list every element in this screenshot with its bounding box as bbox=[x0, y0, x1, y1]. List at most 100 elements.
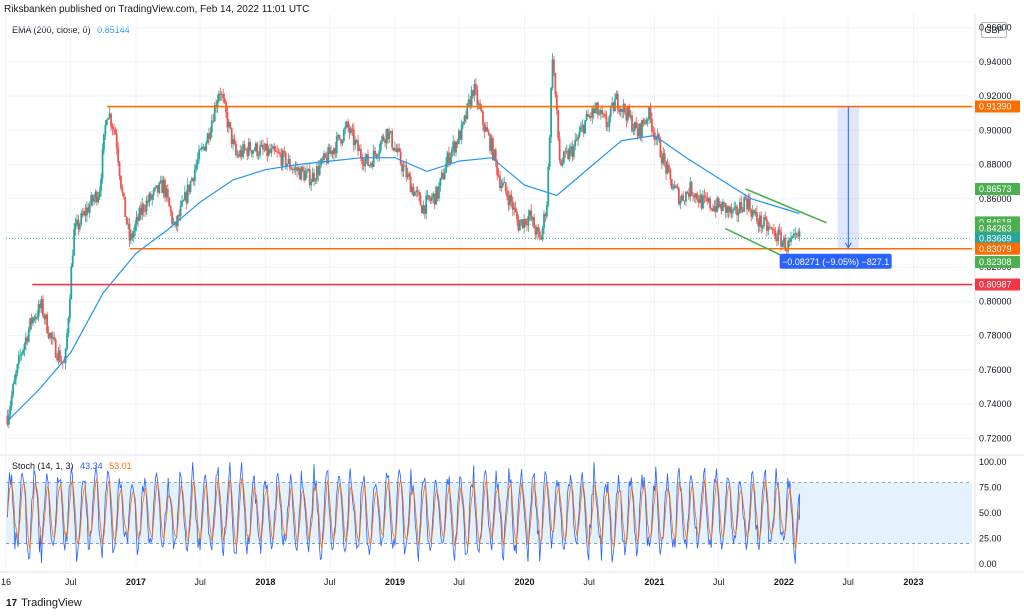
measure-label-box[interactable] bbox=[779, 253, 892, 269]
candle-body bbox=[500, 185, 503, 189]
candle-body bbox=[625, 112, 628, 121]
price-badge-label: 0.86573 bbox=[979, 184, 1012, 194]
candle-body bbox=[156, 185, 159, 193]
candle-body bbox=[604, 114, 606, 117]
candle-body bbox=[621, 108, 623, 112]
candle-body bbox=[63, 362, 66, 364]
candle-body bbox=[189, 181, 192, 192]
candle-body bbox=[354, 140, 357, 146]
candle-body bbox=[438, 185, 440, 199]
candle-body bbox=[367, 154, 369, 166]
candle-body bbox=[457, 131, 460, 144]
candle-body bbox=[159, 180, 162, 183]
candle-body bbox=[372, 150, 375, 167]
candle-body bbox=[324, 153, 327, 158]
price-badge[interactable] bbox=[975, 278, 1020, 291]
candle-body bbox=[331, 150, 334, 155]
candle-body bbox=[243, 144, 246, 150]
candle-body bbox=[419, 194, 422, 206]
candle-body bbox=[148, 193, 151, 203]
candle-body bbox=[483, 124, 486, 132]
candle-body bbox=[155, 185, 158, 188]
candle-body bbox=[237, 154, 240, 157]
candle-body bbox=[686, 191, 689, 194]
candle-body bbox=[730, 206, 733, 214]
candle-body bbox=[219, 93, 222, 95]
ema-line[interactable] bbox=[6, 134, 800, 422]
candle-body bbox=[325, 157, 328, 164]
candle-body bbox=[650, 118, 653, 132]
candle-body bbox=[222, 94, 225, 99]
stoch-d-line[interactable] bbox=[7, 477, 800, 550]
price-badge[interactable] bbox=[975, 182, 1020, 195]
candle-body bbox=[518, 222, 521, 231]
candle-body bbox=[642, 120, 645, 124]
candle-body bbox=[466, 103, 469, 119]
candle-body bbox=[279, 152, 281, 155]
candle-body bbox=[741, 210, 744, 212]
price-tick-label: 0.86000 bbox=[979, 194, 1012, 204]
candle-body bbox=[756, 212, 758, 222]
candle-body bbox=[704, 196, 707, 198]
candle-body bbox=[568, 148, 571, 159]
candle-body bbox=[750, 209, 753, 217]
candle-body bbox=[340, 139, 342, 144]
candle-body bbox=[416, 190, 419, 192]
price-badge[interactable] bbox=[975, 222, 1020, 235]
candle-body bbox=[442, 172, 445, 180]
candle-body bbox=[352, 129, 355, 146]
candle-body bbox=[181, 201, 183, 206]
candle-body bbox=[22, 350, 24, 354]
candle-body bbox=[306, 170, 308, 173]
candle-body bbox=[780, 232, 782, 247]
price-badge[interactable] bbox=[975, 242, 1020, 255]
candle-body bbox=[276, 151, 279, 153]
candle-body bbox=[554, 72, 557, 95]
stoch-legend[interactable]: Stoch (14, 1, 3) 43.34 53.01 bbox=[12, 461, 132, 471]
candle-body bbox=[345, 121, 348, 127]
candle-body bbox=[137, 216, 139, 221]
candle-body bbox=[649, 107, 652, 119]
time-tick-label: 2017 bbox=[126, 577, 146, 587]
channel-line[interactable] bbox=[745, 188, 827, 224]
tradingview-logo-icon[interactable]: 17 bbox=[6, 597, 18, 609]
candle-body bbox=[274, 150, 277, 152]
candle-body bbox=[746, 198, 748, 210]
candle-body bbox=[584, 120, 587, 134]
candle-body bbox=[561, 162, 564, 166]
price-badge[interactable] bbox=[975, 100, 1020, 113]
candle-body bbox=[409, 176, 412, 193]
candle-body bbox=[223, 98, 226, 102]
candle-body bbox=[580, 127, 582, 132]
candle-body bbox=[17, 355, 20, 365]
stoch-tick-label: 0.00 bbox=[979, 559, 997, 569]
candle-body bbox=[443, 172, 446, 180]
ema-legend-label: EMA (200, close, 0) bbox=[12, 25, 91, 35]
candle-body bbox=[591, 108, 594, 118]
currency-badge[interactable]: GBP bbox=[981, 22, 1007, 38]
candle-body bbox=[496, 160, 499, 175]
ema-legend[interactable]: EMA (200, close, 0) 0.85144 bbox=[12, 25, 130, 35]
candle-body bbox=[388, 132, 391, 140]
candle-body bbox=[196, 159, 199, 165]
candle-body bbox=[111, 126, 114, 129]
footer-brand: TradingView bbox=[21, 597, 82, 609]
candle-body bbox=[334, 148, 337, 154]
candle-body bbox=[737, 212, 740, 216]
price-badge[interactable] bbox=[975, 255, 1020, 268]
price-tick-label: 0.94000 bbox=[979, 57, 1012, 67]
candle-body bbox=[757, 221, 760, 227]
candle-body bbox=[203, 146, 206, 151]
candle-body bbox=[636, 128, 639, 137]
candle-body bbox=[401, 164, 403, 172]
candle-body bbox=[428, 195, 430, 200]
candle-body bbox=[132, 231, 135, 238]
candle-body bbox=[555, 94, 558, 110]
price-badge[interactable] bbox=[975, 232, 1020, 245]
candle-body bbox=[359, 148, 362, 158]
candle-body bbox=[182, 200, 185, 202]
stoch-k-line[interactable] bbox=[7, 462, 800, 564]
candle-body bbox=[545, 205, 548, 217]
candle-body bbox=[192, 178, 195, 182]
